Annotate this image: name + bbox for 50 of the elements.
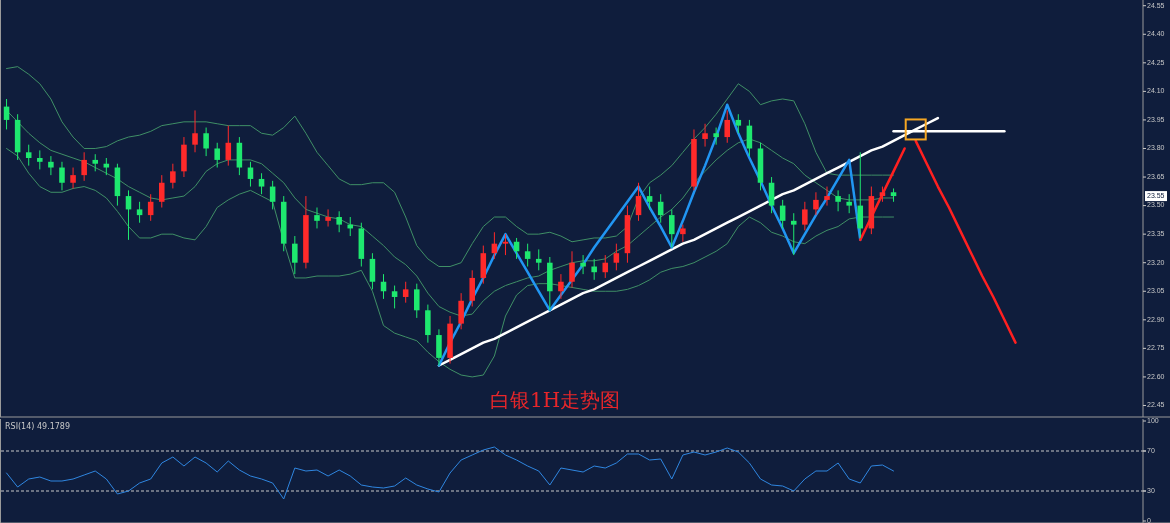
- chart-title: RSI(14) 49.1789: [5, 422, 71, 431]
- candlestick: [790, 212, 797, 256]
- candlestick: [713, 127, 719, 146]
- candlestick: [325, 208, 331, 228]
- candlestick: [669, 208, 675, 248]
- candlestick: [314, 207, 320, 229]
- candlestick: [436, 328, 442, 366]
- candlestick: [414, 283, 420, 319]
- candlestick: [558, 273, 564, 300]
- candlestick: [768, 176, 775, 214]
- candlestick: [292, 235, 298, 275]
- candlestick: [802, 201, 808, 231]
- candlestick: [846, 193, 852, 214]
- candlestick: [646, 186, 653, 210]
- candlestick: [136, 201, 143, 224]
- candlestick: [535, 248, 542, 271]
- text: 白银1H走势图: [489, 388, 621, 412]
- candlestick: [336, 210, 342, 233]
- candlestick: [458, 292, 464, 330]
- candlestick: [724, 109, 730, 144]
- candlestick: [369, 252, 376, 290]
- candlestick: [835, 189, 841, 212]
- candlestick: [824, 186, 830, 207]
- candlestick: [613, 243, 620, 271]
- candlestick: [37, 149, 43, 170]
- candlestick: [635, 182, 642, 222]
- candlestick: [214, 142, 220, 169]
- candlestick: [591, 258, 597, 281]
- candlestick: [258, 172, 265, 195]
- candlestick: [402, 281, 409, 304]
- candlestick: [813, 191, 819, 216]
- candlestick: [170, 163, 176, 189]
- candlestick: [569, 250, 575, 288]
- candlestick: [580, 254, 586, 275]
- candlestick: [203, 127, 209, 157]
- candlestick: [602, 254, 609, 279]
- candlestick: [469, 269, 475, 307]
- candlestick: [70, 167, 76, 189]
- candlestick: [735, 113, 742, 134]
- candlestick: [391, 285, 398, 309]
- candlestick: [81, 151, 87, 182]
- candlestick: [48, 155, 54, 176]
- candlestick: [192, 109, 198, 153]
- candlestick: [702, 123, 708, 148]
- candlestick: [524, 243, 531, 268]
- candlestick: [502, 233, 509, 256]
- candlestick: [159, 174, 165, 208]
- candlestick: [680, 224, 686, 243]
- candlestick: [59, 161, 65, 191]
- candlestick: [25, 144, 32, 167]
